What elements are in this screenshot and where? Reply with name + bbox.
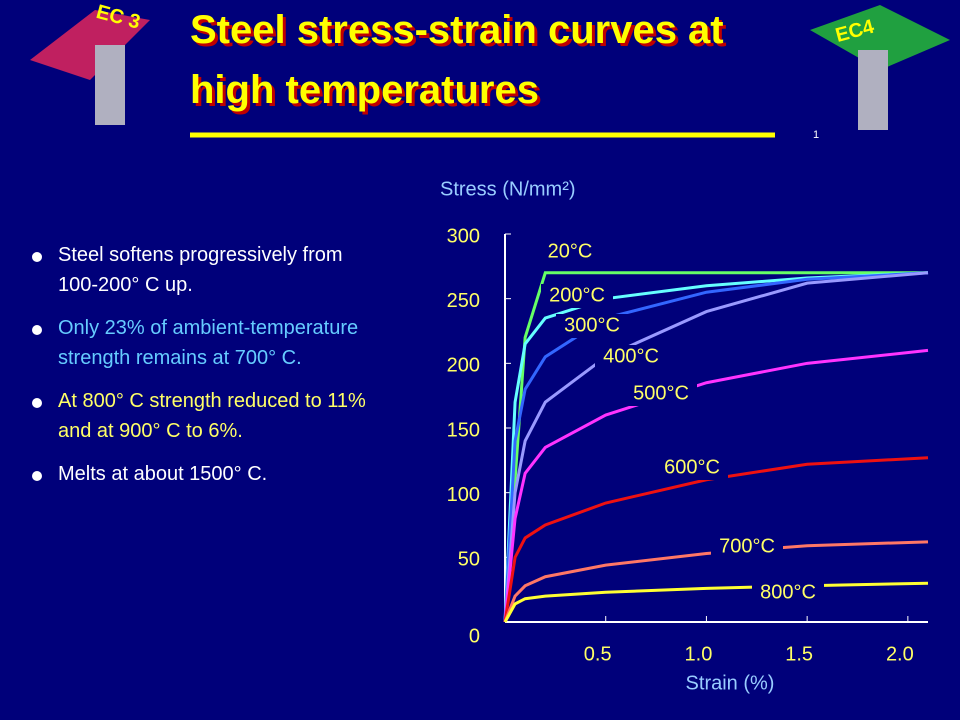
label-bg xyxy=(711,535,783,559)
y-tick-label: 150 xyxy=(447,419,480,441)
series-label: 700°C xyxy=(719,535,775,557)
series-line xyxy=(503,271,928,623)
series-line xyxy=(503,540,929,623)
series-line xyxy=(503,348,929,623)
x-tick-label: 2.0 xyxy=(886,643,914,665)
y-tick-label: 100 xyxy=(447,484,480,506)
logo-right: EC4 xyxy=(810,5,950,130)
series-line xyxy=(503,581,929,623)
page-number: 1 xyxy=(813,129,819,141)
label-bg xyxy=(541,284,613,308)
x-tick-label: 1.5 xyxy=(785,643,813,665)
y-tick-label: 250 xyxy=(447,290,480,312)
bullet: At 800° C strength reduced to 11% and at… xyxy=(30,386,380,446)
bullet-list: Steel softens progressively from 100-200… xyxy=(30,240,380,502)
label-bg xyxy=(534,240,606,264)
series-line xyxy=(503,456,929,623)
series-label: 20°C xyxy=(548,240,593,262)
beam-web xyxy=(858,50,888,130)
beam-web xyxy=(95,45,125,125)
series-label: 600°C xyxy=(664,456,720,478)
series-line xyxy=(503,271,929,623)
series-label: 800°C xyxy=(760,581,816,603)
label-bg xyxy=(656,456,728,480)
label-bg xyxy=(556,314,628,338)
series-label: 500°C xyxy=(633,382,689,404)
label-bg xyxy=(752,581,824,605)
beam-flange xyxy=(30,10,150,80)
series-label: 200°C xyxy=(549,284,605,306)
series-label: 300°C xyxy=(564,314,620,336)
bullet: Steel softens progressively from 100-200… xyxy=(30,240,380,300)
y-tick-label: 50 xyxy=(458,549,480,571)
bullet: Only 23% of ambient-temperature strength… xyxy=(30,313,380,373)
x-tick-label: 1.0 xyxy=(685,643,713,665)
label-bg xyxy=(625,382,697,406)
x-axis-label: Strain (%) xyxy=(686,672,775,694)
series-label: 400°C xyxy=(603,345,659,367)
y-tick-label: 200 xyxy=(447,355,480,377)
slide-title: high temperatures xyxy=(190,68,539,112)
label-bg xyxy=(595,345,667,369)
bullet: Melts at about 1500° C. xyxy=(30,459,380,489)
x-tick-label: 0.5 xyxy=(584,643,612,665)
slide-title: Steel stress-strain curves at xyxy=(190,8,724,52)
beam-flange xyxy=(810,5,950,70)
y-tick-label: 300 xyxy=(447,225,480,247)
y-axis-label: Stress (N/mm²) xyxy=(440,178,576,200)
y-tick-label: 0 xyxy=(469,625,480,647)
logo-left: EC 3 xyxy=(30,1,150,125)
series-line xyxy=(503,271,929,623)
